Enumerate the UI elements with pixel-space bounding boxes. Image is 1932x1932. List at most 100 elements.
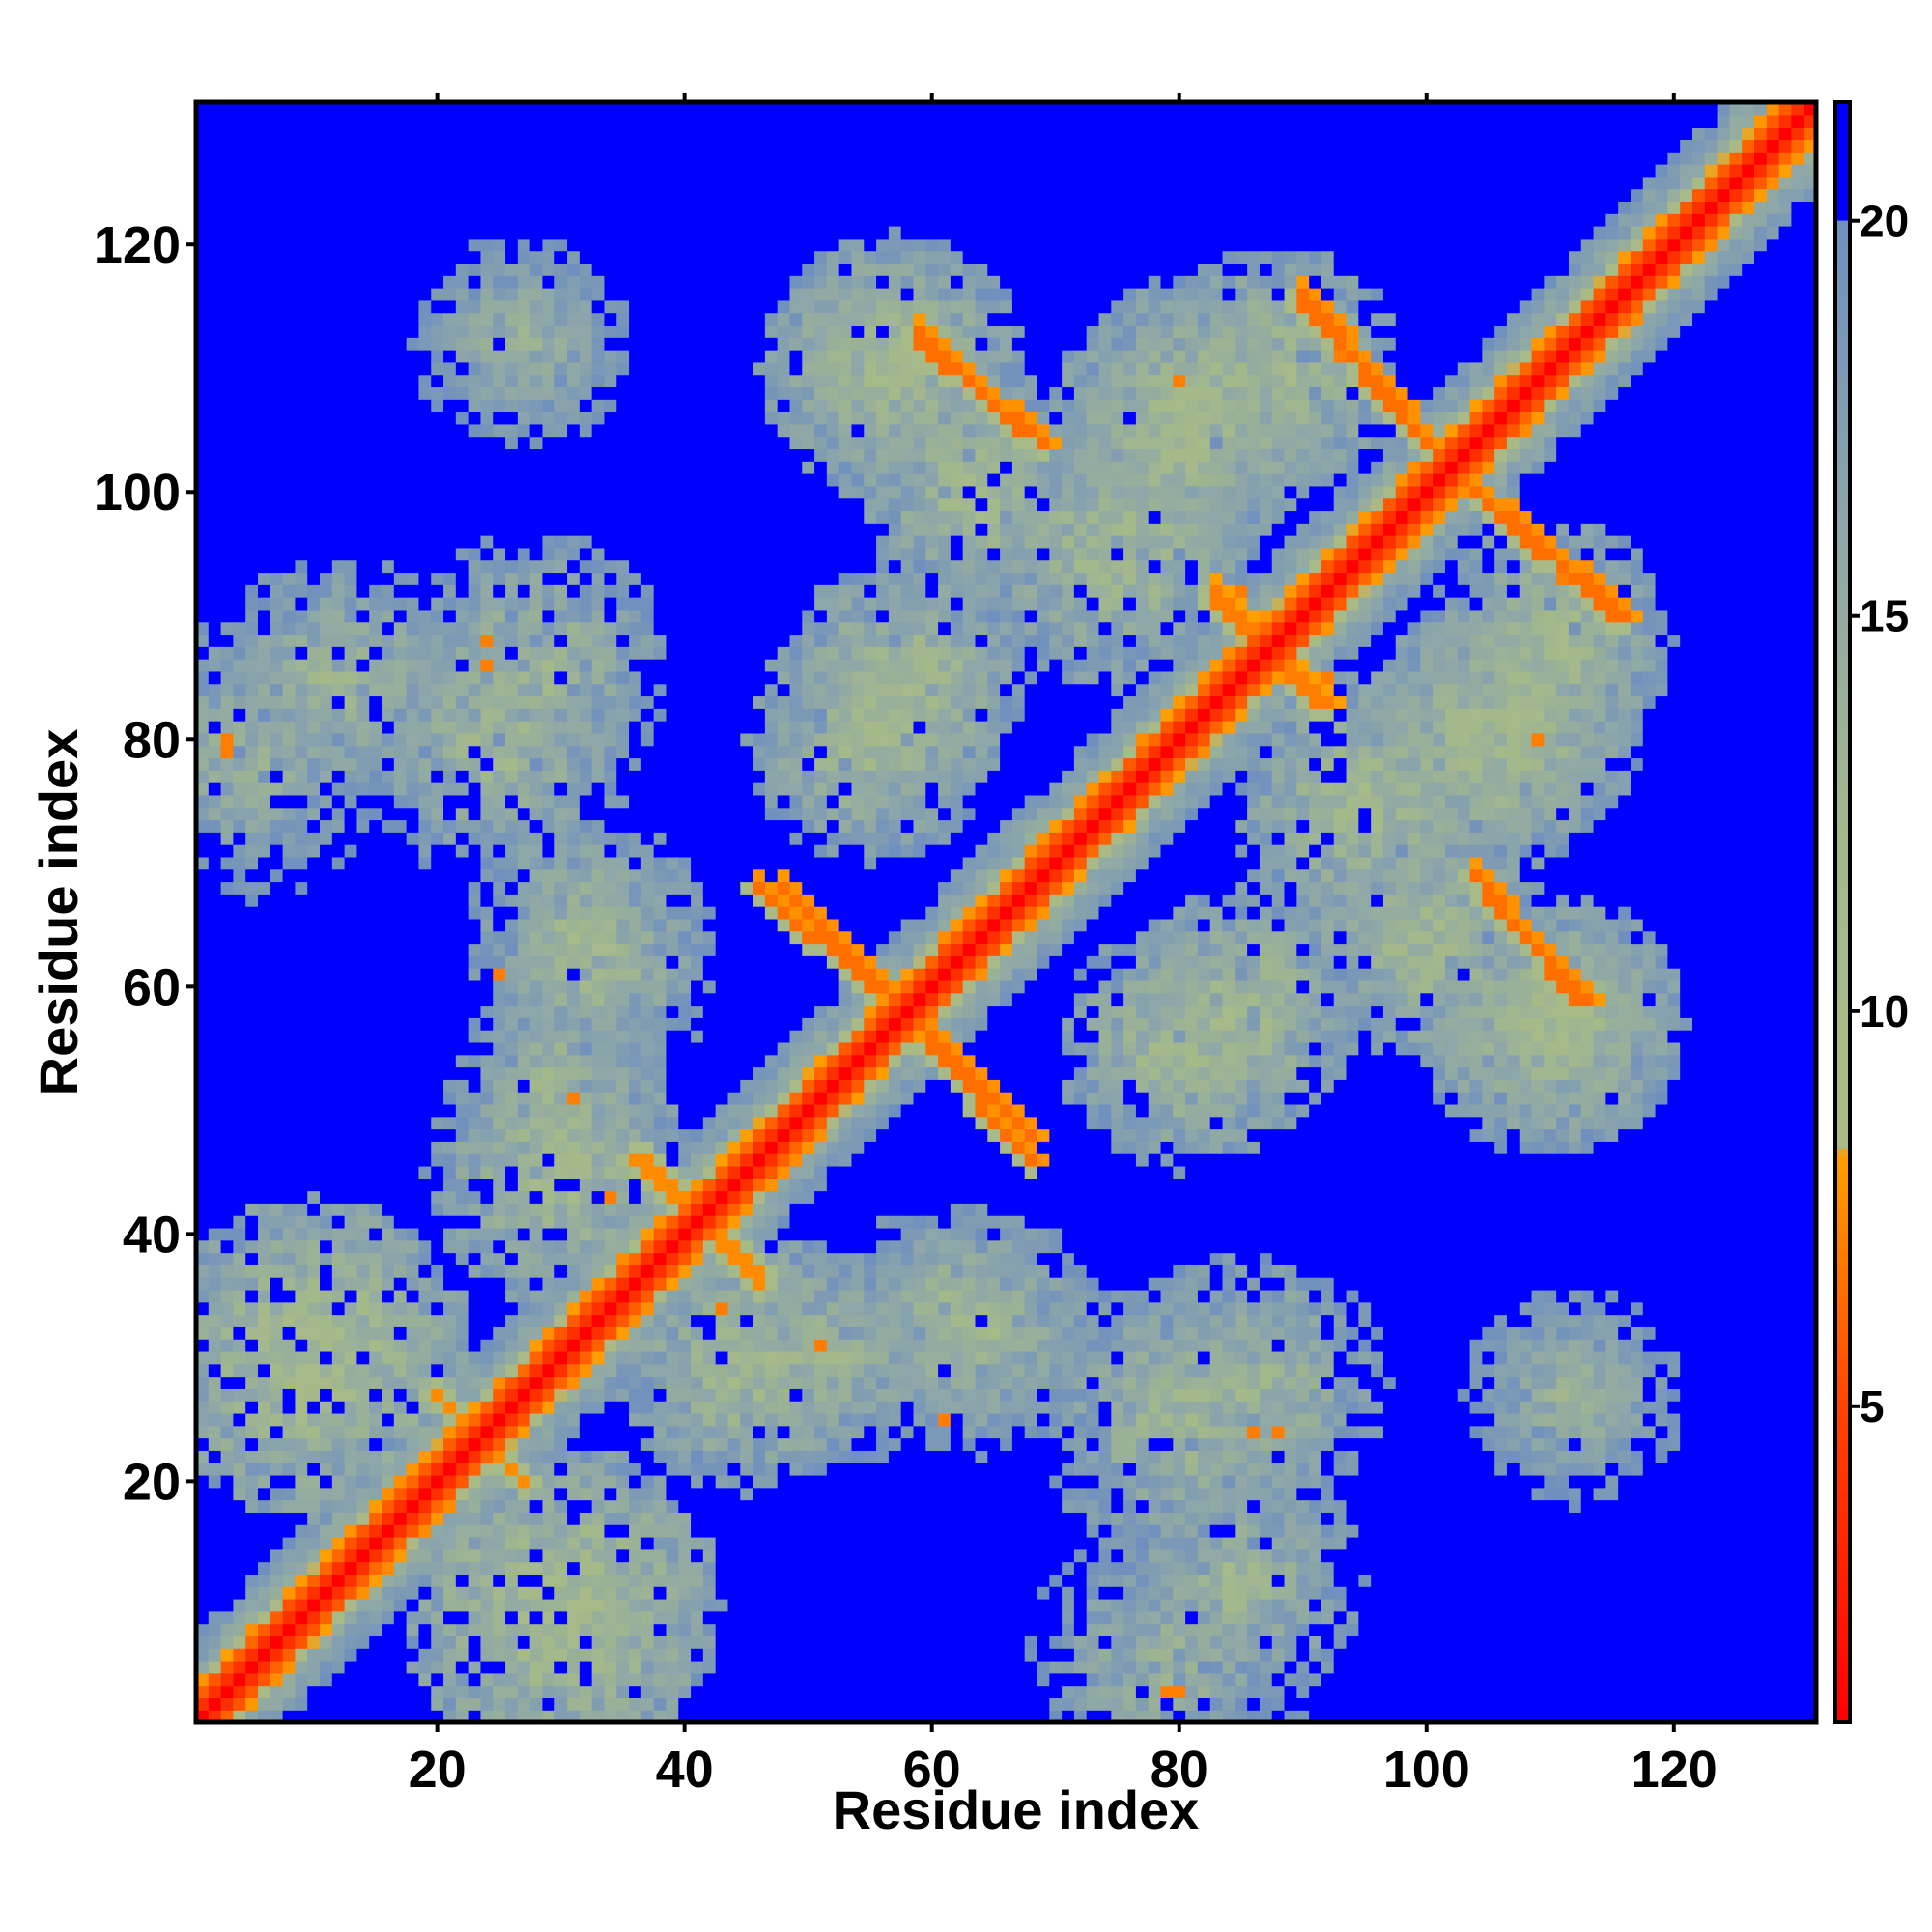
heatmap-cell [493, 213, 506, 227]
heatmap-cell [579, 1474, 593, 1489]
heatmap-cell [431, 374, 444, 388]
heatmap-cell [295, 918, 308, 932]
heatmap-cell [258, 732, 271, 747]
heatmap-cell [406, 350, 420, 363]
heatmap-cell [493, 794, 506, 809]
heatmap-cell [382, 992, 395, 1007]
heatmap-cell [653, 1524, 668, 1538]
heatmap-cell [517, 844, 531, 858]
heatmap-cell [480, 1128, 494, 1142]
heatmap-cell [220, 708, 234, 722]
heatmap-cell [208, 1190, 222, 1204]
heatmap-cell [443, 1017, 457, 1031]
heatmap-cell [567, 584, 581, 598]
heatmap-cell [554, 473, 568, 487]
heatmap-cell [258, 1128, 271, 1142]
heatmap-cell [629, 1103, 642, 1118]
heatmap-cell [616, 1401, 630, 1414]
heatmap-cell [604, 572, 617, 585]
heatmap-cell [356, 461, 370, 474]
heatmap-cell [320, 523, 333, 536]
heatmap-cell [505, 1066, 519, 1080]
heatmap-cell [567, 1437, 581, 1451]
heatmap-cell [233, 1227, 246, 1241]
heatmap-cell [369, 1054, 383, 1068]
heatmap-cell [493, 696, 506, 709]
heatmap-cell [517, 1141, 531, 1154]
heatmap-cell [567, 374, 581, 388]
heatmap-cell [640, 856, 655, 870]
heatmap-cell [640, 906, 655, 920]
heatmap-cell [653, 646, 668, 660]
heatmap-cell [356, 881, 370, 895]
heatmap-cell [369, 1610, 383, 1625]
heatmap-cell [468, 485, 482, 499]
heatmap-cell [554, 745, 568, 759]
heatmap-cell [455, 399, 469, 412]
heatmap-cell [344, 1227, 358, 1241]
heatmap-cell [344, 263, 358, 276]
heatmap-cell [629, 1350, 642, 1365]
heatmap-cell [455, 1586, 469, 1600]
heatmap-cell [517, 1672, 531, 1687]
heatmap-cell [567, 1548, 581, 1563]
heatmap-cell [653, 535, 668, 549]
heatmap-cell [356, 1128, 370, 1142]
heatmap-cell [517, 102, 531, 116]
heatmap-cell [591, 856, 606, 870]
heatmap-cell [640, 1450, 655, 1463]
heatmap-cell [567, 1301, 581, 1316]
heatmap-cell [418, 1054, 432, 1068]
heatmap-cell [616, 906, 630, 920]
heatmap-cell [295, 1339, 308, 1352]
heatmap-cell [554, 238, 568, 252]
heatmap-cell [604, 683, 617, 697]
heatmap-cell [258, 412, 271, 425]
heatmap-cell [418, 102, 432, 116]
heatmap-cell [529, 634, 544, 647]
heatmap-cell [233, 621, 246, 636]
heatmap-cell [468, 659, 482, 672]
heatmap-cell [616, 1363, 630, 1378]
heatmap-cell [418, 1536, 432, 1550]
heatmap-cell [295, 164, 308, 178]
heatmap-cell [493, 597, 506, 611]
heatmap-cell [320, 1350, 333, 1365]
heatmap-cell [320, 609, 333, 623]
heatmap-cell [468, 1685, 482, 1698]
heatmap-cell [406, 1561, 420, 1575]
heatmap-cell [591, 868, 606, 883]
heatmap-cell [344, 1203, 358, 1216]
heatmap-cell [258, 646, 271, 660]
heatmap-cell [579, 139, 593, 153]
heatmap-cell [344, 1079, 358, 1093]
heatmap-cell [604, 1190, 617, 1204]
heatmap-cell [431, 1141, 444, 1154]
heatmap-cell [258, 152, 271, 165]
heatmap-cell [258, 139, 271, 153]
heatmap-cell [468, 226, 482, 240]
heatmap-cell [455, 1474, 469, 1489]
heatmap-cell [393, 1598, 408, 1612]
heatmap-cell [493, 732, 506, 747]
heatmap-cell [493, 1066, 506, 1080]
heatmap-cell [666, 1648, 679, 1662]
heatmap-cell [579, 1499, 593, 1513]
heatmap-cell [356, 1017, 370, 1031]
heatmap-cell [393, 584, 408, 598]
heatmap-cell [295, 1376, 308, 1389]
heatmap-cell [517, 1190, 531, 1204]
heatmap-cell [307, 473, 321, 487]
heatmap-cell [468, 1030, 482, 1043]
heatmap-cell [640, 1350, 655, 1365]
heatmap-cell [233, 1474, 246, 1489]
heatmap-cell [554, 782, 568, 796]
heatmap-cell [616, 152, 630, 165]
heatmap-cell [529, 1586, 544, 1600]
heatmap-cell [567, 1474, 581, 1489]
heatmap-cell [640, 412, 655, 425]
heatmap-cell [666, 1499, 679, 1513]
heatmap-cell [233, 497, 246, 512]
heatmap-cell [320, 1103, 333, 1118]
heatmap-cell [443, 992, 457, 1007]
